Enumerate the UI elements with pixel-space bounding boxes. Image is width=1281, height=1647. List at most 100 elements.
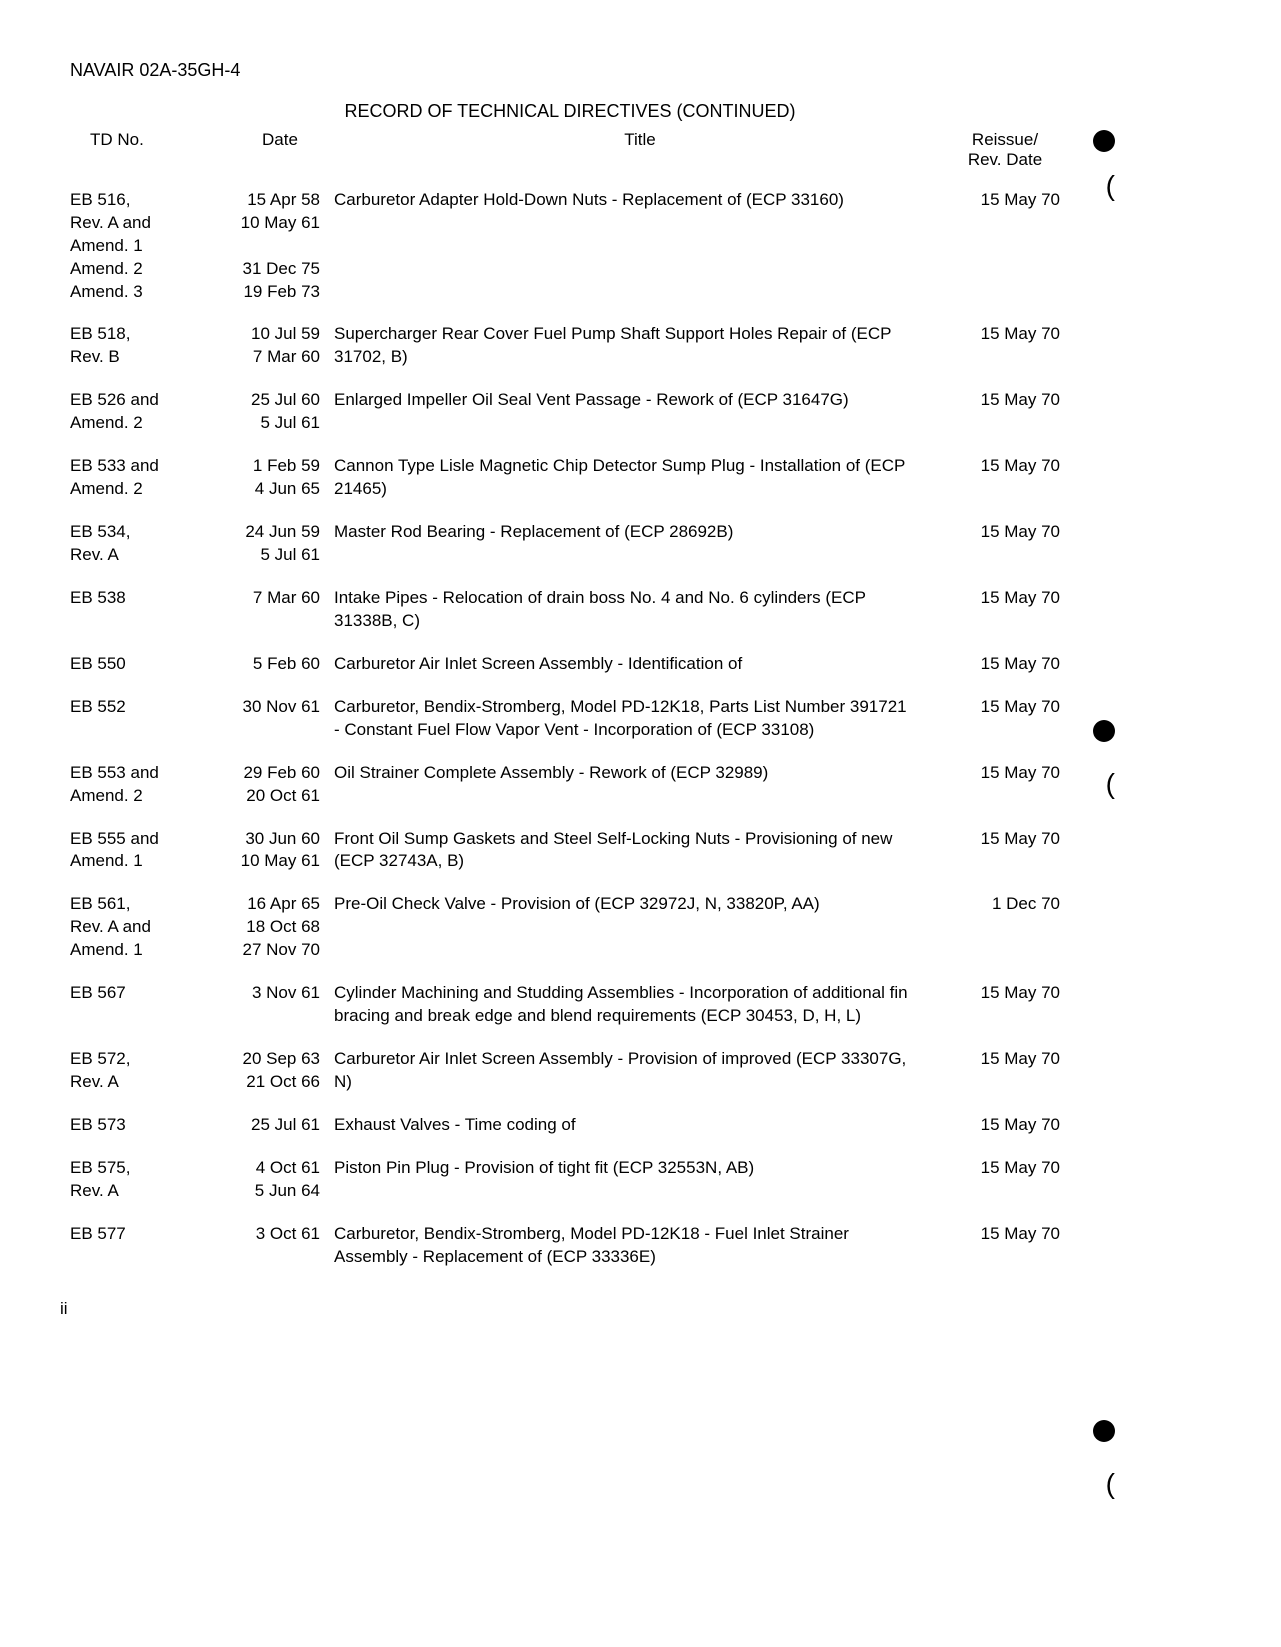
td-line: Amend. 1 [70, 235, 200, 258]
td-line: EB 538 [70, 587, 200, 610]
cell-date: 30 Nov 61 [200, 696, 334, 742]
cell-date: 4 Oct 615 Jun 64 [200, 1157, 334, 1203]
date-line: 5 Feb 60 [200, 653, 320, 676]
cell-date: 1 Feb 594 Jun 65 [200, 455, 334, 501]
header-td-no: TD No. [70, 130, 220, 171]
date-line: 18 Oct 68 [200, 916, 320, 939]
date-line: 25 Jul 60 [200, 389, 320, 412]
date-line: 24 Jun 59 [200, 521, 320, 544]
document-id: NAVAIR 02A-35GH-4 [70, 60, 1070, 81]
date-line: 25 Jul 61 [200, 1114, 320, 1137]
td-line: Rev. B [70, 346, 200, 369]
cell-title: Cannon Type Lisle Magnetic Chip Detector… [334, 455, 930, 501]
table-row: EB 57325 Jul 61Exhaust Valves - Time cod… [70, 1114, 1070, 1137]
cell-title: Piston Pin Plug - Provision of tight fit… [334, 1157, 930, 1203]
td-line: EB 550 [70, 653, 200, 676]
cell-title: Carburetor, Bendix-Stromberg, Model PD-1… [334, 696, 930, 742]
table-row: EB 572,Rev. A20 Sep 6321 Oct 66Carbureto… [70, 1048, 1070, 1094]
td-line: EB 518, [70, 323, 200, 346]
date-line: 4 Oct 61 [200, 1157, 320, 1180]
td-line: Amend. 1 [70, 939, 200, 962]
date-line: 31 Dec 75 [200, 258, 320, 281]
cell-title: Carburetor Air Inlet Screen Assembly - I… [334, 653, 930, 676]
date-line: 20 Oct 61 [200, 785, 320, 808]
table-row: EB 5773 Oct 61Carburetor, Bendix-Strombe… [70, 1223, 1070, 1269]
td-line: EB 552 [70, 696, 200, 719]
cell-td-no: EB 552 [70, 696, 200, 742]
date-line: 19 Feb 73 [200, 281, 320, 304]
table-row: EB 561,Rev. A andAmend. 116 Apr 6518 Oct… [70, 893, 1070, 962]
page-number: ii [60, 1299, 68, 1319]
cell-rev-date: 15 May 70 [930, 1223, 1070, 1269]
table-row: EB 5505 Feb 60 Carburetor Air Inlet Scree… [70, 653, 1070, 676]
td-line: Amend. 3 [70, 281, 200, 304]
cell-rev-date: 15 May 70 [930, 1114, 1070, 1137]
date-line [200, 235, 320, 258]
cell-rev-date: 15 May 70 [930, 1048, 1070, 1094]
cell-rev-date: 15 May 70 [930, 455, 1070, 501]
table-row: EB 555 andAmend. 130 Jun 6010 May 61Fron… [70, 828, 1070, 874]
date-line: 20 Sep 63 [200, 1048, 320, 1071]
cell-title: Pre-Oil Check Valve - Provision of (ECP … [334, 893, 930, 962]
table-row: EB 55230 Nov 61 Carburetor, Bendix-Stromb… [70, 696, 1070, 742]
header-date: Date [220, 130, 340, 171]
cell-td-no: EB 538 [70, 587, 200, 633]
table-row: EB 518,Rev. B10 Jul 597 Mar 60Supercharg… [70, 323, 1070, 369]
td-line: EB 533 and [70, 455, 200, 478]
margin-marks: ((( [1075, 60, 1125, 1289]
td-line: Rev. A [70, 1071, 200, 1094]
cell-title: Carburetor Air Inlet Screen Assembly - P… [334, 1048, 930, 1094]
td-line: Rev. A and [70, 212, 200, 235]
date-line: 7 Mar 60 [200, 346, 320, 369]
td-line: EB 516, [70, 189, 200, 212]
margin-paren: ( [1106, 768, 1115, 800]
header-rev-line1: Reissue/ [972, 130, 1038, 149]
td-line: Amend. 2 [70, 785, 200, 808]
date-line: 10 Jul 59 [200, 323, 320, 346]
date-line: 10 May 61 [200, 850, 320, 873]
cell-date: 20 Sep 6321 Oct 66 [200, 1048, 334, 1094]
cell-date: 30 Jun 6010 May 61 [200, 828, 334, 874]
cell-rev-date: 15 May 70 [930, 521, 1070, 567]
cell-title: Exhaust Valves - Time coding of [334, 1114, 930, 1137]
td-line: EB 534, [70, 521, 200, 544]
cell-title: Enlarged Impeller Oil Seal Vent Passage … [334, 389, 930, 435]
records-list: EB 516,Rev. A andAmend. 1Amend. 2Amend. … [70, 189, 1070, 1289]
date-line: 1 Feb 59 [200, 455, 320, 478]
cell-td-no: EB 555 andAmend. 1 [70, 828, 200, 874]
td-line: EB 575, [70, 1157, 200, 1180]
cell-title: Cylinder Machining and Studding Assembli… [334, 982, 930, 1028]
td-line: EB 572, [70, 1048, 200, 1071]
cell-td-no: EB 561,Rev. A andAmend. 1 [70, 893, 200, 962]
cell-title: Front Oil Sump Gaskets and Steel Self-Lo… [334, 828, 930, 874]
date-line: 30 Nov 61 [200, 696, 320, 719]
date-line: 5 Jun 64 [200, 1180, 320, 1203]
td-line: EB 526 and [70, 389, 200, 412]
date-line: 27 Nov 70 [200, 939, 320, 962]
date-line: 29 Feb 60 [200, 762, 320, 785]
date-line: 4 Jun 65 [200, 478, 320, 501]
margin-paren: ( [1106, 1468, 1115, 1500]
header-title: Title [340, 130, 940, 171]
cell-td-no: EB 516,Rev. A andAmend. 1Amend. 2Amend. … [70, 189, 200, 304]
td-line: EB 567 [70, 982, 200, 1005]
cell-title: Oil Strainer Complete Assembly - Rework … [334, 762, 930, 808]
table-row: EB 553 andAmend. 229 Feb 6020 Oct 61Oil … [70, 762, 1070, 808]
header-rev-date: Reissue/ Rev. Date [940, 130, 1070, 171]
cell-rev-date: 15 May 70 [930, 828, 1070, 874]
cell-td-no: EB 553 andAmend. 2 [70, 762, 200, 808]
date-line: 5 Jul 61 [200, 412, 320, 435]
page-title: RECORD OF TECHNICAL DIRECTIVES (CONTINUE… [70, 101, 1070, 122]
date-line: 15 Apr 58 [200, 189, 320, 212]
cell-rev-date: 15 May 70 [930, 323, 1070, 369]
td-line: EB 561, [70, 893, 200, 916]
td-line: Rev. A and [70, 916, 200, 939]
cell-date: 24 Jun 595 Jul 61 [200, 521, 334, 567]
cell-td-no: EB 575,Rev. A [70, 1157, 200, 1203]
cell-date: 29 Feb 6020 Oct 61 [200, 762, 334, 808]
cell-td-no: EB 577 [70, 1223, 200, 1269]
td-line: Amend. 1 [70, 850, 200, 873]
page-container: NAVAIR 02A-35GH-4 RECORD OF TECHNICAL DI… [70, 60, 1070, 1289]
margin-paren: ( [1106, 170, 1115, 202]
punch-dot [1093, 130, 1115, 152]
